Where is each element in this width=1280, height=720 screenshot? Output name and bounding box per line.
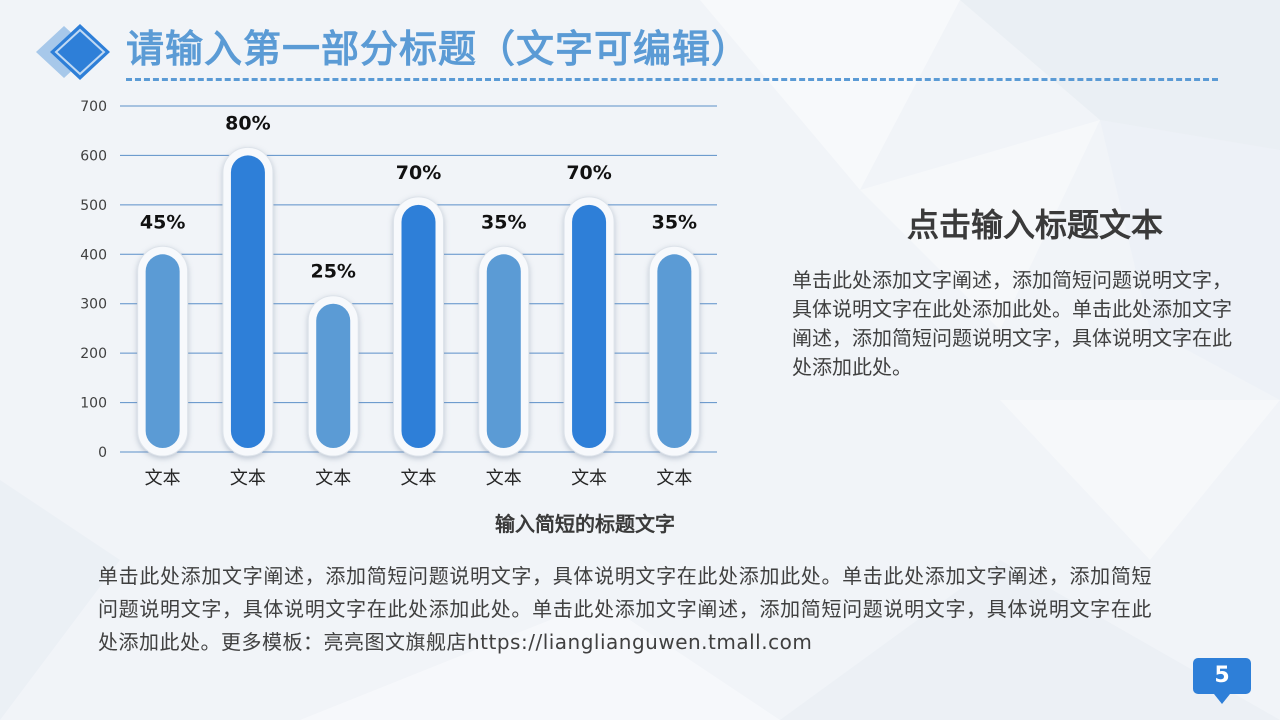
bar	[572, 204, 607, 448]
x-tick-label: 文本	[656, 468, 692, 489]
data-label: 35%	[652, 211, 697, 233]
y-tick-label: 500	[80, 198, 107, 214]
y-tick-label: 200	[80, 346, 107, 362]
bar	[401, 204, 436, 448]
y-tick-label: 300	[80, 297, 107, 313]
y-tick-label: 700	[80, 99, 107, 115]
bar-chart: 0 100 200 300 400 500 600 700 45% 文本 80% 文本 25% 文本 70%…	[80, 99, 717, 489]
x-tick-label: 文本	[145, 468, 181, 489]
bar	[316, 303, 351, 448]
data-label: 35%	[481, 211, 526, 233]
bar	[145, 254, 180, 448]
bar	[230, 155, 265, 448]
y-tick-label: 400	[80, 247, 107, 263]
x-tick-label: 文本	[230, 468, 266, 489]
logo-diamond-icon	[36, 24, 110, 80]
side-body-text: 单击此处添加文字阐述，添加简短问题说明文字，具体说明文字在此处添加此处。单击此处…	[792, 268, 1232, 379]
page-number-badge: 5	[1193, 658, 1251, 704]
page-title: 请输入第一部分标题（文字可编辑）	[126, 27, 751, 71]
bar	[657, 254, 692, 448]
y-tick-label: 600	[80, 148, 107, 164]
title-divider	[126, 78, 1218, 81]
side-title: 点击输入标题文本	[906, 206, 1163, 244]
x-tick-label: 文本	[486, 468, 522, 489]
data-label: 25%	[310, 261, 355, 283]
x-tick-label: 文本	[571, 468, 607, 489]
chart-caption: 输入简短的标题文字	[495, 512, 675, 536]
data-label: 70%	[396, 162, 441, 184]
bar	[486, 254, 521, 448]
description-text: 单击此处添加文字阐述，添加简短问题说明文字，具体说明文字在此处添加此处。单击此处…	[98, 564, 1152, 654]
y-tick-label: 0	[98, 445, 107, 461]
data-label: 80%	[225, 112, 270, 134]
x-tick-label: 文本	[315, 468, 351, 489]
data-label: 70%	[566, 162, 611, 184]
x-tick-label: 文本	[401, 468, 437, 489]
y-tick-label: 100	[80, 396, 107, 412]
data-label: 45%	[140, 211, 185, 233]
